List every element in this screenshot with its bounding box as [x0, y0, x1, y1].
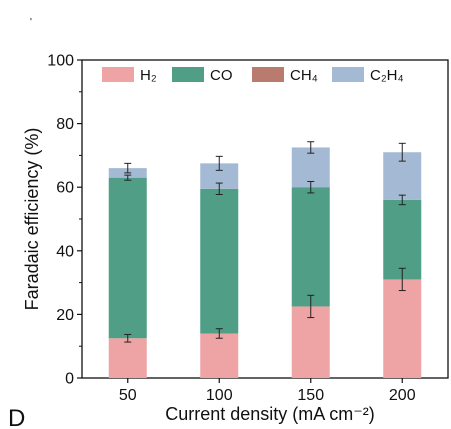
bar-co-100 [200, 188, 239, 334]
x-tick-label: 150 [297, 387, 324, 404]
bar-h2-50 [108, 338, 147, 378]
bar-co-50 [108, 177, 147, 339]
legend-swatch-c2h4 [332, 67, 364, 82]
y-tick-label: 40 [56, 243, 74, 260]
x-tick-label: 200 [389, 387, 416, 404]
error-bar-co-200 [398, 194, 406, 206]
y-axis-ticks: 0 20 40 60 80 100 [47, 53, 82, 388]
y-axis-title: Faradaic efficiency (%) [22, 128, 42, 311]
x-tick-label: 100 [206, 387, 233, 404]
legend-label-ch4: CH₄ [290, 67, 318, 84]
error-bar-h2-150 [307, 294, 315, 319]
error-bar-h2-100 [215, 328, 223, 339]
error-bar-co-50 [124, 174, 132, 181]
error-bar-h2-200 [398, 267, 406, 292]
corner-mark: ' [30, 17, 32, 28]
y-tick-label: 100 [47, 53, 74, 70]
legend-swatch-co [172, 67, 204, 82]
legend-swatch-ch4 [252, 67, 284, 82]
x-axis-ticks: 50 100 150 200 [119, 378, 416, 404]
error-bar-co-100 [215, 182, 223, 196]
legend-label-c2h4: C₂H₄ [370, 67, 404, 84]
error-bars [124, 141, 406, 343]
error-bar-co-150 [307, 180, 315, 194]
error-bar-h2-50 [124, 333, 132, 343]
bar-h2-200 [383, 279, 422, 378]
error-bar-c2h4-150 [307, 141, 315, 154]
stacked-bars [108, 147, 422, 378]
y-tick-label: 60 [56, 180, 74, 197]
error-bar-c2h4-200 [398, 142, 406, 162]
panel-label: D [8, 405, 25, 429]
bar-h2-100 [200, 333, 239, 378]
bar-h2-150 [291, 306, 330, 378]
legend-label-co: CO [210, 67, 233, 84]
x-tick-label: 50 [119, 387, 137, 404]
legend-swatch-h2 [102, 67, 134, 82]
bar-c2h4-150 [291, 147, 330, 188]
legend-label-h2: H₂ [140, 67, 157, 84]
bar-co-200 [383, 199, 422, 280]
x-axis-title: Current density (mA cm⁻²) [165, 404, 375, 424]
legend: H₂ CO CH₄ C₂H₄ [102, 67, 404, 84]
y-tick-label: 80 [56, 116, 74, 133]
y-tick-label: 20 [56, 307, 74, 324]
bar-co-150 [291, 187, 330, 307]
error-bar-c2h4-50 [124, 162, 132, 174]
y-tick-label: 0 [65, 371, 74, 388]
error-bar-c2h4-100 [215, 155, 223, 171]
